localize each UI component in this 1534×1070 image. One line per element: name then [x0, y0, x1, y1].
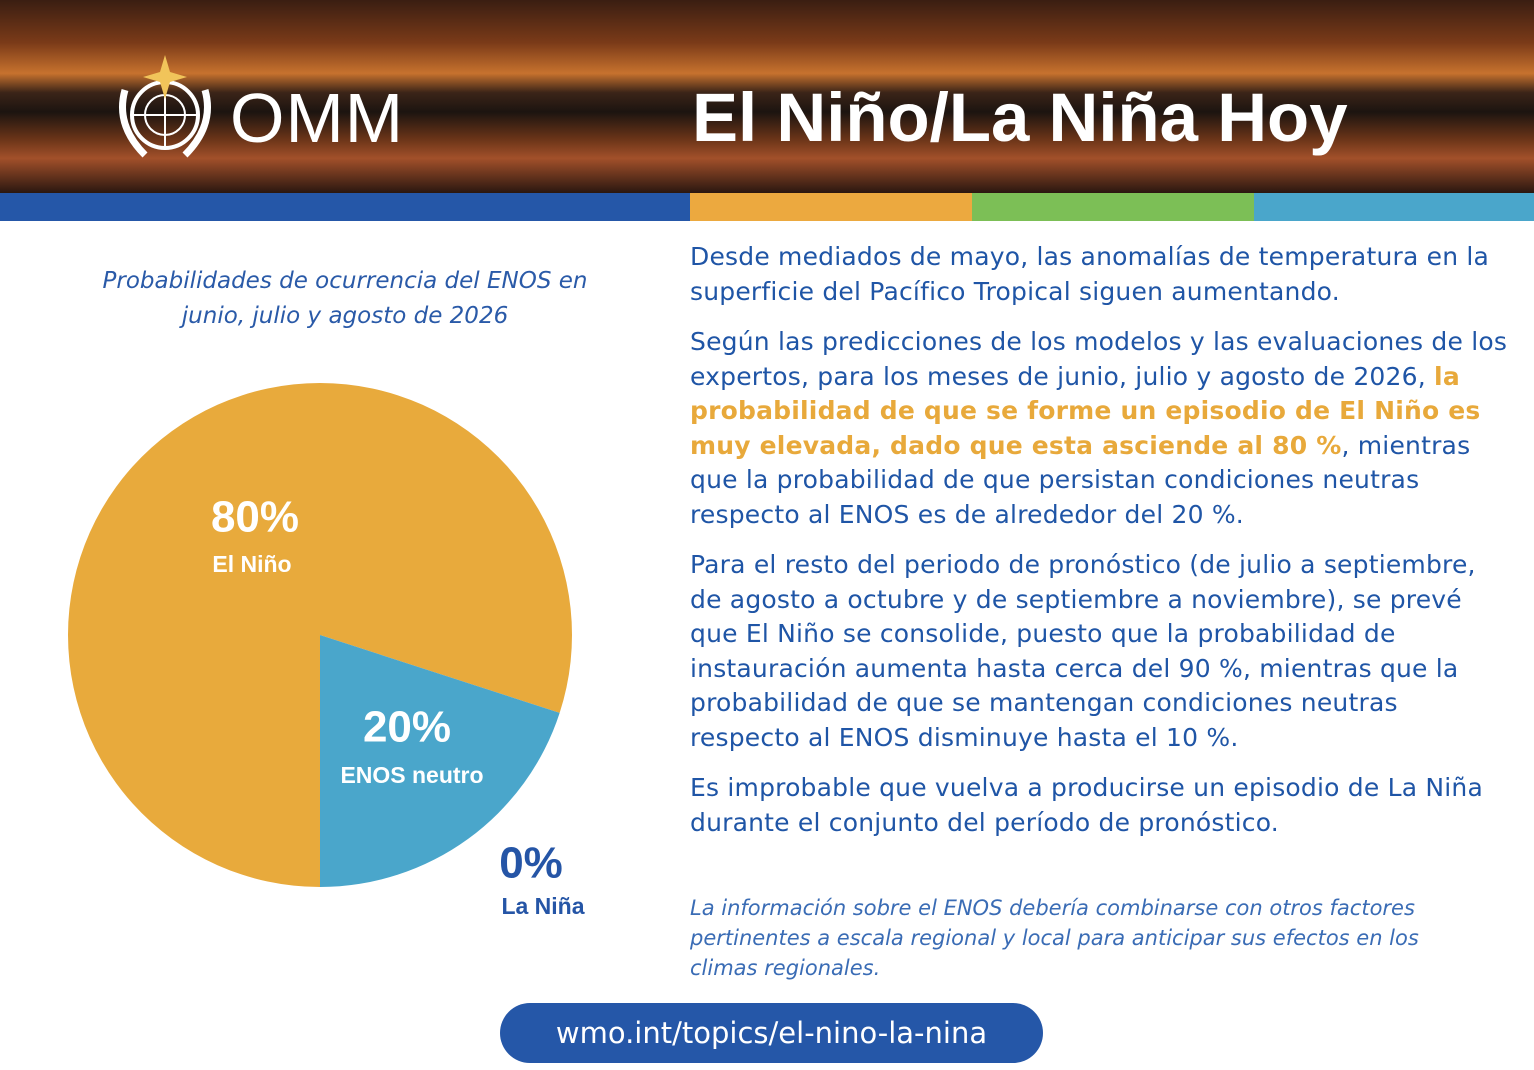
page-title: El Niño/La Niña Hoy: [692, 79, 1348, 156]
value-label: 0%: [499, 839, 563, 888]
link-button[interactable]: wmo.int/topics/el-nino-la-nina: [500, 1003, 1043, 1063]
category-label: ENOS neutro: [340, 762, 483, 788]
paragraph: Para el resto del periodo de pronóstico …: [690, 548, 1510, 755]
category-label: La Niña: [501, 893, 584, 919]
value-label: 20%: [363, 703, 451, 752]
logo-emblem: [119, 55, 211, 158]
text: Según las predicciones de los modelos y …: [690, 327, 1508, 391]
paragraph: Es improbable que vuelva a producirse un…: [690, 771, 1510, 840]
category-label: El Niño: [212, 551, 291, 577]
color-stripe: [0, 193, 1534, 221]
note: La información sobre el ENOS debería com…: [690, 896, 1419, 980]
text: Desde mediados de mayo, las anomalías de…: [690, 242, 1490, 306]
pie-slice: [68, 383, 573, 887]
paragraph: Según las predicciones de los modelos y …: [690, 325, 1510, 532]
header-banner: OMM El Niño/La Niña Hoy: [0, 0, 1534, 193]
value-label: 80%: [211, 493, 299, 542]
chart-title: Probabilidades de ocurrencia del ENOS en…: [102, 268, 588, 329]
paragraph: Desde mediados de mayo, las anomalías de…: [690, 240, 1510, 309]
text: , mientras que la probabilidad de que pe…: [690, 430, 1471, 529]
pie-chart: 80% El Niño 20% ENOS neutro 0% La Niña: [68, 383, 585, 919]
body-text: Desde mediados de mayo, las anomalías de…: [690, 240, 1510, 856]
logo-text: OMM: [230, 79, 405, 157]
highlight-text: la probabilidad de que se forme un episo…: [690, 361, 1481, 460]
pie-slice: [320, 635, 560, 887]
text: Para el resto del periodo de pronóstico …: [690, 550, 1476, 752]
text: Es improbable que vuelva a producirse un…: [690, 773, 1483, 837]
